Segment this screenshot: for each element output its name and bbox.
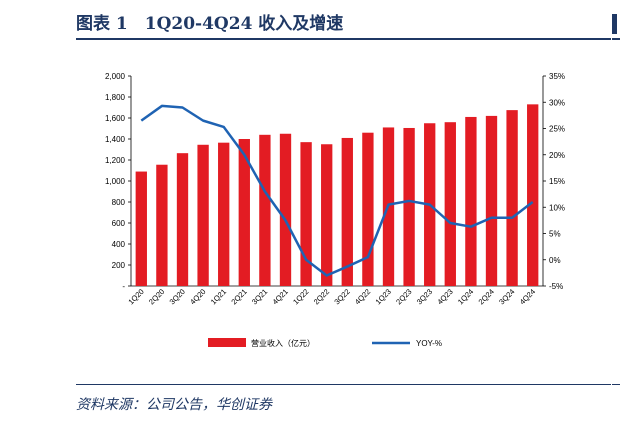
left-axis-tick-label: 400 bbox=[112, 240, 126, 249]
x-axis-category-label: 1Q23 bbox=[374, 287, 393, 306]
legend-swatch-revenue bbox=[208, 338, 246, 347]
x-axis-category-label: 1Q21 bbox=[209, 287, 228, 306]
x-axis-category-label: 3Q20 bbox=[168, 287, 187, 306]
revenue-bar bbox=[321, 144, 333, 286]
x-axis-category-label: 4Q23 bbox=[435, 287, 454, 306]
revenue-bar bbox=[485, 115, 498, 287]
left-axis-tick-label: - bbox=[122, 282, 125, 291]
x-axis-category-label: 4Q22 bbox=[353, 287, 372, 306]
right-axis-tick-label: 5% bbox=[549, 230, 561, 239]
revenue-bar bbox=[197, 144, 209, 286]
revenue-bar bbox=[279, 133, 292, 286]
revenue-bar bbox=[403, 127, 415, 286]
right-axis-tick-label: 20% bbox=[549, 151, 565, 160]
revenue-bar bbox=[465, 116, 477, 286]
x-axis-category-label: 2Q20 bbox=[147, 287, 166, 306]
source-divider bbox=[76, 384, 611, 385]
source-note: 资料来源：公司公告，华创证券 bbox=[76, 397, 272, 413]
revenue-bar bbox=[135, 171, 147, 286]
revenue-bar bbox=[259, 134, 271, 286]
revenue-bar bbox=[362, 132, 374, 286]
left-axis-tick-label: 200 bbox=[112, 261, 126, 270]
adjacent-figure-marker bbox=[612, 14, 617, 34]
x-axis-category-label: 4Q21 bbox=[271, 287, 290, 306]
adjacent-figure-divider bbox=[612, 38, 620, 40]
revenue-bar bbox=[506, 110, 518, 286]
x-axis-category-label: 3Q23 bbox=[415, 287, 434, 306]
revenue-bar bbox=[218, 142, 230, 286]
left-axis-tick-label: 2,000 bbox=[105, 72, 126, 81]
left-axis-tick-label: 1,000 bbox=[105, 177, 126, 186]
x-axis-category-label: 2Q24 bbox=[477, 287, 496, 306]
left-axis-tick-label: 1,800 bbox=[105, 93, 126, 102]
revenue-bar bbox=[444, 122, 456, 286]
legend-label-yoy: YOY-% bbox=[416, 339, 442, 348]
yoy-line bbox=[140, 104, 534, 277]
revenue-growth-chart: 2,000 1,800 1,600 1,400 1,200 1,000 800 600 400 2… bbox=[105, 72, 565, 348]
right-axis-tick-label: 25% bbox=[549, 125, 565, 134]
x-axis-category-label: 2Q21 bbox=[229, 287, 248, 306]
x-axis-category-label: 1Q24 bbox=[456, 287, 475, 306]
legend-label-revenue: 营业收入（亿元） bbox=[251, 338, 315, 348]
revenue-bar bbox=[300, 142, 312, 286]
x-axis-category-label: 2Q23 bbox=[394, 287, 413, 306]
figure-header: 图表 1 1Q20-4Q24 收入及增速 bbox=[76, 6, 611, 36]
revenue-bar bbox=[527, 104, 539, 286]
right-axis-tick-label: 10% bbox=[549, 203, 565, 212]
revenue-bar bbox=[176, 153, 189, 286]
x-axis-category-label: 3Q21 bbox=[250, 287, 269, 306]
figure-title: 图表 1 1Q20-4Q24 收入及增速 bbox=[76, 14, 344, 34]
right-axis-tick-label: 0% bbox=[549, 256, 561, 265]
revenue-bar bbox=[341, 137, 353, 286]
revenue-bar bbox=[156, 164, 168, 286]
right-axis-tick-label: 30% bbox=[549, 98, 565, 107]
adjacent-source-divider bbox=[612, 384, 620, 385]
left-axis-tick-label: 1,400 bbox=[105, 135, 126, 144]
x-axis-category-label: 1Q20 bbox=[126, 287, 145, 306]
x-axis-category-label: 3Q22 bbox=[332, 287, 351, 306]
x-axis-category-label: 1Q22 bbox=[291, 287, 310, 306]
x-axis-category-label: 4Q20 bbox=[188, 287, 207, 306]
left-axis-tick-label: 1,600 bbox=[105, 114, 126, 123]
x-axis-category-label: 2Q22 bbox=[312, 287, 331, 306]
x-axis-category-label: 4Q24 bbox=[518, 287, 537, 306]
title-divider bbox=[76, 38, 611, 40]
right-axis-tick-label: -5% bbox=[549, 282, 563, 291]
right-axis-tick-label: 35% bbox=[549, 72, 565, 81]
left-axis-tick-label: 800 bbox=[112, 198, 126, 207]
left-axis-tick-label: 600 bbox=[112, 219, 126, 228]
x-axis-category-label: 3Q24 bbox=[497, 287, 516, 306]
left-axis-tick-label: 1,200 bbox=[105, 156, 126, 165]
revenue-bar bbox=[238, 139, 250, 286]
right-axis-tick-label: 15% bbox=[549, 177, 565, 186]
chart-container: 2,000 1,800 1,600 1,400 1,200 1,000 800 600 400 2… bbox=[76, 60, 611, 360]
